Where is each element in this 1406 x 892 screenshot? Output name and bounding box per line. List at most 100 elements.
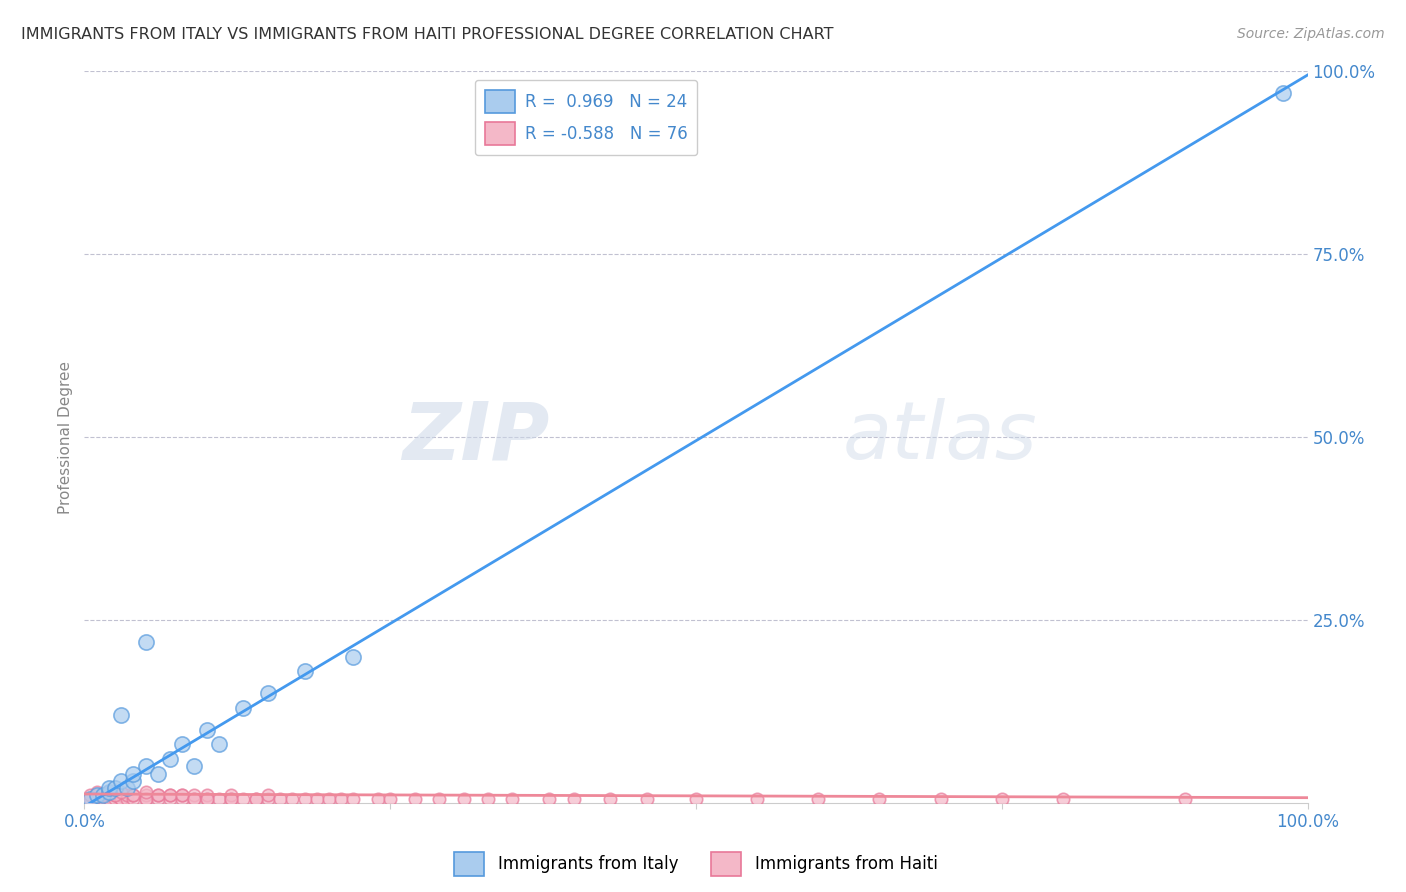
Point [135, 759, 157, 773]
Point [91, 789, 114, 803]
Point [172, 792, 194, 806]
Point [86, 785, 108, 799]
Text: Source: ZipAtlas.com: Source: ZipAtlas.com [1237, 27, 1385, 41]
Point [636, 792, 658, 806]
Point [146, 789, 169, 803]
Point [104, 789, 127, 803]
Point [172, 737, 194, 751]
Point [453, 792, 475, 806]
Point [1272, 87, 1295, 101]
Point [135, 792, 157, 806]
Point [257, 789, 280, 803]
Point [146, 766, 169, 780]
Point [97, 781, 120, 796]
Point [330, 792, 353, 806]
Point [257, 792, 280, 806]
Point [219, 792, 242, 806]
Point [122, 773, 145, 788]
Point [342, 649, 364, 664]
Point [122, 792, 145, 806]
Point [86, 789, 108, 803]
Point [110, 792, 132, 806]
Point [159, 789, 181, 803]
Point [172, 789, 194, 803]
Point [869, 792, 891, 806]
Point [135, 635, 157, 649]
Legend: Immigrants from Italy, Immigrants from Haiti: Immigrants from Italy, Immigrants from H… [447, 846, 945, 882]
Point [219, 792, 242, 806]
Point [685, 792, 707, 806]
Point [195, 792, 218, 806]
Point [146, 789, 169, 803]
Point [294, 792, 316, 806]
Point [104, 789, 127, 803]
Point [135, 792, 157, 806]
Point [146, 792, 169, 806]
Point [110, 789, 132, 803]
Point [110, 792, 132, 806]
Point [404, 792, 426, 806]
Point [281, 792, 304, 806]
Y-axis label: Professional Degree: Professional Degree [58, 360, 73, 514]
Point [104, 792, 127, 806]
Point [257, 686, 280, 700]
Point [294, 664, 316, 678]
Point [122, 789, 145, 803]
Point [115, 792, 138, 806]
Point [562, 792, 585, 806]
Point [599, 792, 621, 806]
Point [245, 792, 267, 806]
Point [929, 792, 952, 806]
Point [159, 752, 181, 766]
Point [79, 792, 101, 806]
Point [115, 789, 138, 803]
Point [110, 773, 132, 788]
Point [990, 792, 1012, 806]
Point [159, 792, 181, 806]
Point [477, 792, 499, 806]
Point [219, 789, 242, 803]
Point [172, 789, 194, 803]
Text: atlas: atlas [842, 398, 1038, 476]
Point [232, 792, 254, 806]
Point [97, 789, 120, 803]
Point [208, 737, 231, 751]
Point [318, 792, 340, 806]
Point [245, 792, 267, 806]
Point [195, 789, 218, 803]
Point [269, 792, 291, 806]
Point [427, 792, 450, 806]
Point [86, 789, 108, 803]
Text: IMMIGRANTS FROM ITALY VS IMMIGRANTS FROM HAITI PROFESSIONAL DEGREE CORRELATION C: IMMIGRANTS FROM ITALY VS IMMIGRANTS FROM… [21, 27, 834, 42]
Point [747, 792, 769, 806]
Point [159, 789, 181, 803]
Point [183, 792, 205, 806]
Point [195, 723, 218, 737]
Point [122, 789, 145, 803]
Point [342, 792, 364, 806]
Point [104, 781, 127, 796]
Point [135, 789, 157, 803]
Point [183, 789, 205, 803]
Point [501, 792, 523, 806]
Point [97, 785, 120, 799]
Point [79, 792, 101, 806]
Point [538, 792, 561, 806]
Point [305, 792, 328, 806]
Point [110, 708, 132, 723]
Point [97, 792, 120, 806]
Point [135, 785, 157, 799]
Point [380, 792, 402, 806]
Point [86, 792, 108, 806]
Point [183, 792, 205, 806]
Text: ZIP: ZIP [402, 398, 550, 476]
Point [208, 792, 231, 806]
Point [195, 792, 218, 806]
Point [91, 789, 114, 803]
Point [122, 766, 145, 780]
Point [97, 785, 120, 799]
Point [1174, 792, 1197, 806]
Point [110, 785, 132, 799]
Point [115, 781, 138, 796]
Point [79, 789, 101, 803]
